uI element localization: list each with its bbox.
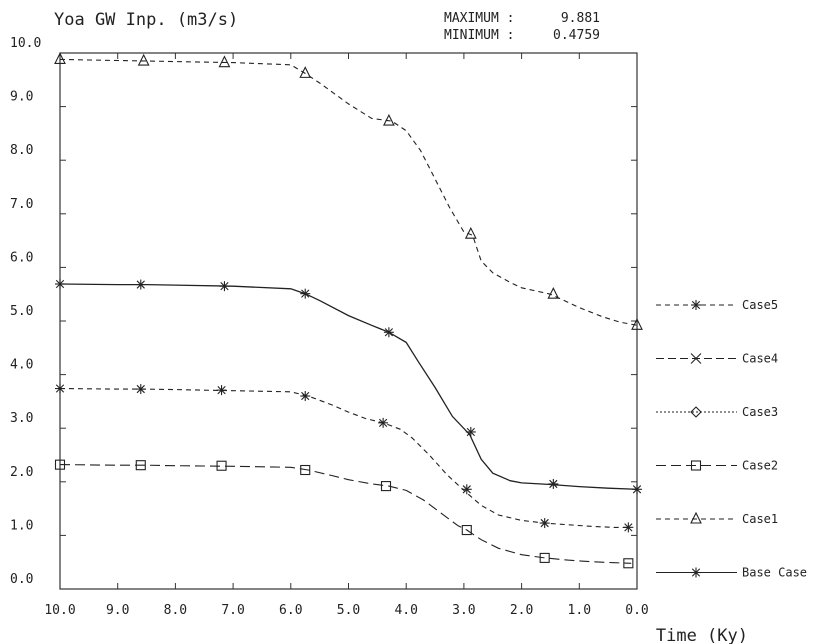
data-point-case5 — [378, 417, 389, 428]
x-tick-label: 5.0 — [337, 603, 360, 618]
legend-marker — [690, 406, 702, 418]
x-tick-label: 2.0 — [510, 603, 533, 618]
legend-marker — [690, 511, 702, 524]
y-tick-label: 7.0 — [10, 197, 33, 212]
series-base-case — [55, 279, 642, 495]
y-tick-label: 2.0 — [10, 465, 33, 480]
y-tick-label: 6.0 — [10, 250, 33, 265]
data-point-case1 — [54, 52, 66, 64]
legend-marker — [690, 353, 702, 364]
series-line-case5 — [59, 387, 632, 528]
data-point-case5 — [623, 522, 634, 533]
legend-marker — [691, 300, 701, 310]
series-line-case1 — [59, 58, 638, 326]
data-point-case1 — [137, 53, 150, 66]
series-case2 — [54, 459, 634, 569]
legend-marker — [690, 460, 702, 471]
data-point-base-case — [219, 281, 230, 292]
x-tick-label: 10.0 — [44, 603, 75, 618]
data-point-case1 — [299, 66, 312, 78]
legend-label: Case4 — [742, 352, 778, 366]
y-tick-label: 8.0 — [10, 143, 33, 158]
data-point-case2 — [300, 464, 311, 476]
data-point-base-case — [300, 288, 311, 299]
series-case5 — [55, 383, 634, 533]
legend-item-case3: Case3 — [656, 405, 778, 419]
legend-item-case5: Case5 — [656, 298, 778, 312]
maximum-value: 9.881 — [561, 11, 600, 26]
x-tick-label: 3.0 — [452, 603, 475, 618]
data-point-case1 — [547, 286, 560, 299]
x-axis-label: Time (Ky) — [656, 626, 748, 644]
y-tick-label: 9.0 — [10, 90, 33, 105]
data-point-case5 — [55, 383, 65, 394]
x-tick-label: 8.0 — [164, 603, 187, 618]
legend-label: Case3 — [742, 405, 778, 419]
data-point-case5 — [216, 385, 227, 396]
data-point-case5 — [135, 384, 146, 395]
legend: Case5 Case4 Case3 Case2 Case1 Base Case — [656, 298, 807, 580]
maximum-label: MAXIMUM : — [444, 11, 514, 26]
data-point-case5 — [539, 518, 550, 529]
series-line-case2 — [59, 464, 632, 564]
legend-item-case2: Case2 — [656, 459, 778, 473]
legend-item-base-case: Base Case — [656, 566, 807, 580]
data-point-base-case — [55, 279, 65, 290]
data-point-case1 — [383, 113, 395, 126]
data-point-case5 — [300, 391, 311, 402]
legend-label: Base Case — [742, 566, 807, 580]
legend-label: Case1 — [742, 512, 778, 526]
data-point-base-case — [383, 327, 394, 338]
x-tick-label: 6.0 — [279, 603, 302, 618]
data-point-case2 — [539, 552, 550, 563]
minimum-value: 0.4759 — [553, 28, 600, 43]
data-point-case1 — [218, 55, 231, 68]
y-tick-label: 4.0 — [10, 358, 33, 373]
legend-item-case4: Case4 — [656, 352, 778, 366]
y-tick-label: 1.0 — [10, 518, 33, 533]
data-point-case2 — [216, 460, 227, 471]
data-point-base-case — [632, 484, 642, 495]
series-line-base-case — [59, 283, 638, 490]
y-tick-label: 3.0 — [10, 411, 33, 426]
data-point-base-case — [135, 279, 146, 290]
data-point-case5 — [461, 484, 472, 495]
series-layer — [54, 52, 643, 569]
x-tick-label: 7.0 — [221, 603, 244, 618]
data-point-case1 — [464, 226, 477, 239]
chart-title: Yoa GW Inp. (m3/s) — [54, 10, 238, 30]
y-tick-label: 0.0 — [10, 572, 33, 587]
x-tick-label: 4.0 — [394, 603, 417, 618]
legend-label: Case5 — [742, 298, 778, 312]
x-tick-label: 1.0 — [568, 603, 591, 618]
data-point-case2 — [380, 481, 392, 492]
data-point-base-case — [548, 478, 559, 489]
y-tick-label: 5.0 — [10, 304, 33, 319]
data-point-case1 — [631, 318, 643, 330]
legend-label: Case2 — [742, 459, 778, 473]
legend-marker — [691, 567, 701, 578]
data-point-case2 — [461, 524, 472, 536]
series-case1 — [54, 52, 643, 330]
x-tick-label: 0.0 — [625, 603, 648, 618]
data-point-case2 — [54, 459, 66, 470]
axis-ticks: 10.0 9.0 8.0 7.0 6.0 5.0 4.0 3.0 2.0 1.0 0.0 10.0 9.… — [10, 36, 649, 618]
minimum-label: MINIMUM : — [444, 28, 514, 43]
data-point-case2 — [135, 460, 146, 471]
data-point-base-case — [465, 426, 476, 437]
data-point-case2 — [623, 558, 634, 569]
y-tick-label: 10.0 — [10, 36, 41, 51]
x-tick-label: 9.0 — [106, 603, 129, 618]
legend-item-case1: Case1 — [656, 511, 778, 526]
plot-frame — [59, 52, 638, 590]
